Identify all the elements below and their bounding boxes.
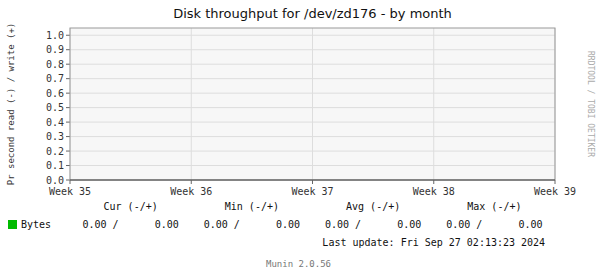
title: Disk throughput for /dev/zd176 - by mont… — [173, 6, 452, 21]
side-note: RRDTOOL / TOBI OETIKER — [586, 51, 595, 157]
tick-mark — [66, 151, 70, 152]
tick-label: 0.6 — [46, 88, 64, 99]
x-ticks: Week 35 Week 36 Week 37 Week 38 Week 39 — [49, 180, 576, 197]
tick-mark — [66, 180, 70, 181]
table-value: 0.00 / 0.00 — [204, 219, 300, 230]
tick-mark — [66, 78, 70, 79]
grid-line — [70, 180, 555, 181]
tick-mark — [66, 165, 70, 166]
tick-mark — [66, 122, 70, 123]
table-header: Cur (-/+) — [104, 201, 158, 212]
tick-label: Week 38 — [413, 186, 455, 197]
tick-mark — [312, 180, 313, 184]
tick-mark — [66, 64, 70, 65]
table-header: Min (-/+) — [225, 201, 279, 212]
plot-area — [70, 28, 555, 180]
table-value: 0.00 / 0.00 — [325, 219, 421, 230]
background — [0, 0, 597, 275]
table-header: Avg (-/+) — [346, 201, 400, 212]
tick-mark — [70, 180, 71, 184]
y-axis-label: Pr second read (-) / write (+) — [6, 23, 16, 186]
tick-mark — [66, 49, 70, 50]
table-value: 0.00 / 0.00 — [446, 219, 542, 230]
tick-mark — [66, 93, 70, 94]
grid-line — [191, 28, 192, 180]
tick-mark — [555, 180, 556, 184]
y-ticks: 0.0 0.1 0.2 0.3 0.4 0.5 0.6 0.7 0.8 0.9 1.0 — [46, 30, 70, 186]
tick-label: Week 37 — [291, 186, 333, 197]
legend: Bytes — [8, 219, 51, 230]
grid-line — [433, 28, 434, 180]
version-note: Munin 2.0.56 — [266, 259, 331, 269]
tick-label: 0.1 — [46, 160, 64, 171]
grid — [70, 28, 555, 180]
tick-mark — [433, 180, 434, 184]
tick-mark — [191, 180, 192, 184]
tick-mark — [66, 107, 70, 108]
plot-frame — [70, 28, 555, 180]
grid-line — [312, 28, 313, 180]
tick-label: Week 36 — [170, 186, 212, 197]
tick-mark — [66, 35, 70, 36]
tick-label: 0.3 — [46, 131, 64, 142]
baseline — [70, 180, 555, 181]
last-update: Last update: Fri Sep 27 02:13:23 2024 — [322, 237, 545, 248]
tick-label: 0.9 — [46, 44, 64, 55]
tick-label: Week 39 — [534, 186, 576, 197]
tick-label: 0.5 — [46, 102, 64, 113]
table-value: 0.00 / 0.00 — [82, 219, 178, 230]
tick-label: 1.0 — [46, 30, 64, 41]
tick-label: 0.7 — [46, 73, 64, 84]
tick-label: 0.8 — [46, 59, 64, 70]
tick-label: 0.4 — [46, 117, 64, 128]
tick-mark — [66, 136, 70, 137]
legend-swatch — [8, 220, 17, 229]
table-header: Max (-/+) — [467, 201, 521, 212]
legend-label: Bytes — [21, 219, 51, 230]
tick-label: Week 35 — [49, 186, 91, 197]
summary-table: Cur (-/+) Min (-/+) Avg (-/+) Max (-/+) 0.00… — [82, 51, 595, 269]
tick-label: 0.0 — [46, 175, 64, 186]
tick-label: 0.2 — [46, 146, 64, 157]
